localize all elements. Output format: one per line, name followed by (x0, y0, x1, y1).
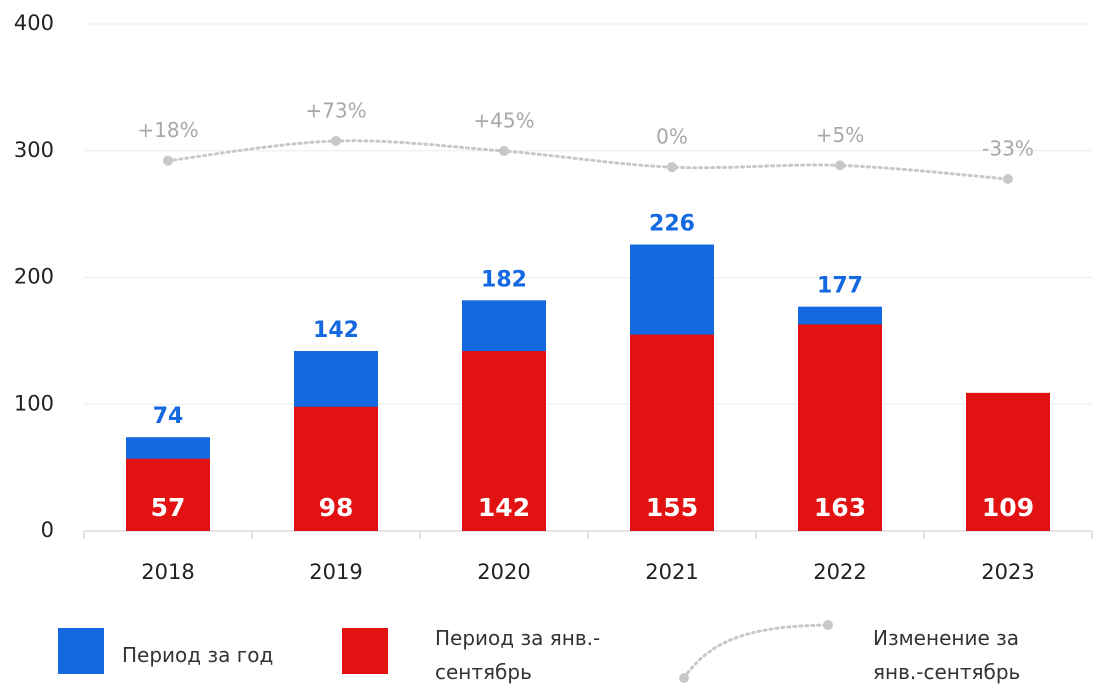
data-label: 142 (478, 493, 530, 522)
bar (630, 334, 714, 531)
y-tick-label: 100 (14, 391, 54, 415)
legend-label: Период за янв.-сентябрь (435, 626, 601, 684)
line-point (1003, 174, 1013, 184)
x-tick-label: 2020 (477, 560, 530, 584)
line-point (499, 146, 509, 157)
data-label: 57 (151, 493, 186, 522)
data-label: 74 (153, 404, 184, 429)
line (166, 139, 1010, 181)
data-label: 109 (982, 493, 1034, 522)
data-label: 226 (649, 212, 695, 237)
data-label: 98 (319, 493, 354, 522)
legend-label: Период за год (122, 643, 274, 667)
line-point (331, 136, 341, 146)
data-label: +45% (473, 109, 534, 133)
bar (462, 351, 546, 531)
x-tick-label: 2023 (981, 560, 1034, 584)
data-label: 177 (817, 274, 863, 299)
data-label: +5% (816, 123, 865, 147)
x-tick-label: 2019 (309, 560, 362, 584)
data-label: -33% (982, 137, 1034, 161)
y-tick-label: 300 (14, 138, 54, 162)
legend-swatch (823, 620, 833, 630)
legend-swatch (342, 628, 388, 674)
y-tick-label: 200 (14, 265, 54, 289)
bar (798, 324, 882, 531)
y-tick-label: 0 (41, 518, 54, 542)
data-label: 0% (656, 125, 688, 149)
legend-swatch (58, 628, 104, 674)
bar (294, 406, 378, 531)
line-point (835, 160, 845, 171)
legend-label: Изменение за янв.-сентябрь (873, 626, 1021, 684)
bar (126, 458, 210, 531)
legend-swatch (682, 623, 830, 680)
line-point (163, 155, 173, 166)
line-point (667, 162, 677, 173)
data-label: 142 (313, 318, 359, 343)
data-label: 182 (481, 267, 527, 292)
data-label: 155 (646, 493, 698, 522)
data-label: +73% (305, 99, 366, 123)
x-tick-label: 2022 (813, 560, 866, 584)
bar (966, 392, 1050, 531)
data-label: 163 (814, 493, 866, 522)
x-tick-label: 2021 (645, 560, 698, 584)
y-tick-label: 400 (14, 11, 54, 35)
legend-swatch (679, 673, 689, 683)
x-tick-label: 2018 (141, 560, 194, 584)
data-label: +18% (137, 118, 198, 142)
